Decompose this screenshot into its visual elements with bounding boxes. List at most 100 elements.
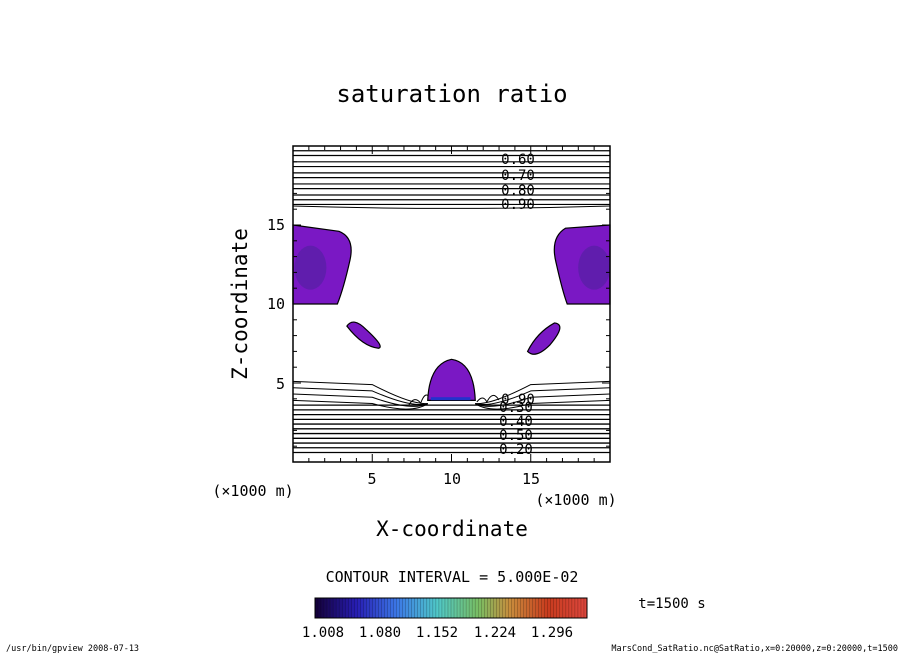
- colorbar-cell: [526, 598, 530, 618]
- contour-label: 0.20: [499, 442, 533, 458]
- colorbar-cell: [390, 598, 394, 618]
- colorbar-cell: [487, 598, 491, 618]
- colorbar: [314, 598, 588, 618]
- colorbar-cell: [351, 598, 355, 618]
- colorbar-cell: [321, 598, 325, 618]
- colorbar-cell: [369, 598, 373, 618]
- contour-line: [292, 399, 611, 410]
- colorbar-cell: [463, 598, 467, 618]
- contour-label: 0.80: [501, 183, 535, 199]
- colorbar-cell: [411, 598, 416, 618]
- contour-line: [292, 205, 611, 209]
- saturation-core: [578, 245, 611, 290]
- contour-label: 0.60: [501, 152, 535, 168]
- colorbar-cell: [402, 598, 406, 618]
- filled-regions: [292, 224, 611, 401]
- colorbar-cell: [408, 598, 413, 618]
- colorbar-cell: [360, 598, 364, 618]
- saturation-fill-region: [346, 321, 381, 349]
- colorbar-cell: [553, 598, 558, 618]
- contour-label: 0.50: [499, 428, 533, 444]
- colorbar-cell: [435, 598, 440, 618]
- colorbar-cell: [514, 598, 518, 618]
- colorbar-cell: [417, 598, 422, 618]
- colorbar-cell: [535, 598, 539, 618]
- colorbar-cell: [490, 598, 494, 618]
- colorbar-frame: [314, 597, 588, 619]
- colorbar-cell: [405, 598, 409, 618]
- x-tick-label: 15: [522, 470, 540, 488]
- colorbar-cell: [529, 598, 533, 618]
- colorbar-cell: [502, 598, 506, 618]
- footer-right: MarsCond_SatRatio.nc@SatRatio,x=0:20000,…: [611, 644, 898, 654]
- colorbar-cell: [478, 598, 482, 618]
- colorbar-tick-label: 1.224: [474, 625, 516, 641]
- colorbar-cell: [499, 598, 503, 618]
- colorbar-cell: [538, 598, 542, 618]
- contour-label: 0.90: [501, 197, 535, 213]
- colorbar-cell: [517, 598, 521, 618]
- contour-interval-label: CONTOUR INTERVAL = 5.000E-02: [326, 568, 579, 586]
- colorbar-cell: [318, 598, 322, 618]
- contour-line: [292, 380, 611, 405]
- colorbar-cell: [342, 598, 346, 618]
- colorbar-cell: [345, 598, 349, 618]
- colorbar-tick-label: 1.008: [302, 625, 344, 641]
- colorbar-cell: [565, 598, 570, 618]
- contour-label: 0.70: [501, 168, 535, 184]
- saturation-core: [430, 397, 471, 401]
- contour-label: 0.90: [501, 392, 535, 408]
- colorbar-cell: [375, 598, 379, 618]
- contour-labels: 0.600.700.800.900.500.400.300.200.90: [499, 152, 535, 458]
- colorbar-tick-label: 1.080: [359, 625, 401, 641]
- colorbar-cell: [481, 598, 485, 618]
- colorbar-cell: [393, 598, 397, 618]
- colorbar-cell: [423, 598, 428, 618]
- colorbar-cell: [396, 598, 400, 618]
- colorbar-cell: [447, 598, 452, 618]
- colorbar-cell: [339, 598, 343, 618]
- colorbar-cell: [384, 598, 388, 618]
- footer-left: /usr/bin/gpview 2008-07-13: [6, 644, 139, 654]
- saturation-fill-region: [526, 322, 561, 355]
- colorbar-cell: [451, 598, 455, 618]
- contour-line: [292, 387, 611, 406]
- colorbar-cell: [357, 598, 361, 618]
- colorbar-cell: [457, 598, 461, 618]
- x-unit-label: (×1000 m): [535, 491, 616, 509]
- colorbar-cell: [363, 598, 367, 618]
- colorbar-cell: [475, 598, 479, 618]
- colorbar-cell: [354, 598, 358, 618]
- colorbar-cell: [577, 598, 582, 618]
- colorbar-cell: [496, 598, 500, 618]
- colorbar-cell: [429, 598, 434, 618]
- colorbar-cell: [580, 598, 585, 618]
- colorbar-cell: [444, 598, 449, 618]
- colorbar-cell: [315, 598, 319, 618]
- colorbar-cell: [460, 598, 464, 618]
- colorbar-cell: [414, 598, 419, 618]
- x-tick-label: 10: [443, 470, 461, 488]
- colorbar-cell: [330, 598, 334, 618]
- y-tick-label: 10: [267, 295, 285, 313]
- colorbar-cell: [441, 598, 446, 618]
- colorbar-cell: [348, 598, 352, 618]
- time-label: t=1500 s: [638, 596, 705, 612]
- y-tick-label: 5: [276, 375, 285, 393]
- axis-ticks: [293, 146, 610, 462]
- colorbar-tick-label: 1.296: [531, 625, 573, 641]
- colorbar-cell: [511, 598, 515, 618]
- colorbar-cell: [378, 598, 382, 618]
- colorbar-cell: [327, 598, 331, 618]
- colorbar-cell: [556, 598, 561, 618]
- x-tick-label: 5: [367, 470, 376, 488]
- colorbar-cell: [583, 598, 588, 618]
- colorbar-cell: [559, 598, 564, 618]
- colorbar-cell: [541, 598, 545, 618]
- colorbar-cell: [547, 598, 552, 618]
- colorbar-cell: [432, 598, 437, 618]
- y-axis-label: Z-coordinate: [228, 228, 252, 380]
- contour-label: 0.40: [499, 414, 533, 430]
- saturation-core: [294, 245, 327, 290]
